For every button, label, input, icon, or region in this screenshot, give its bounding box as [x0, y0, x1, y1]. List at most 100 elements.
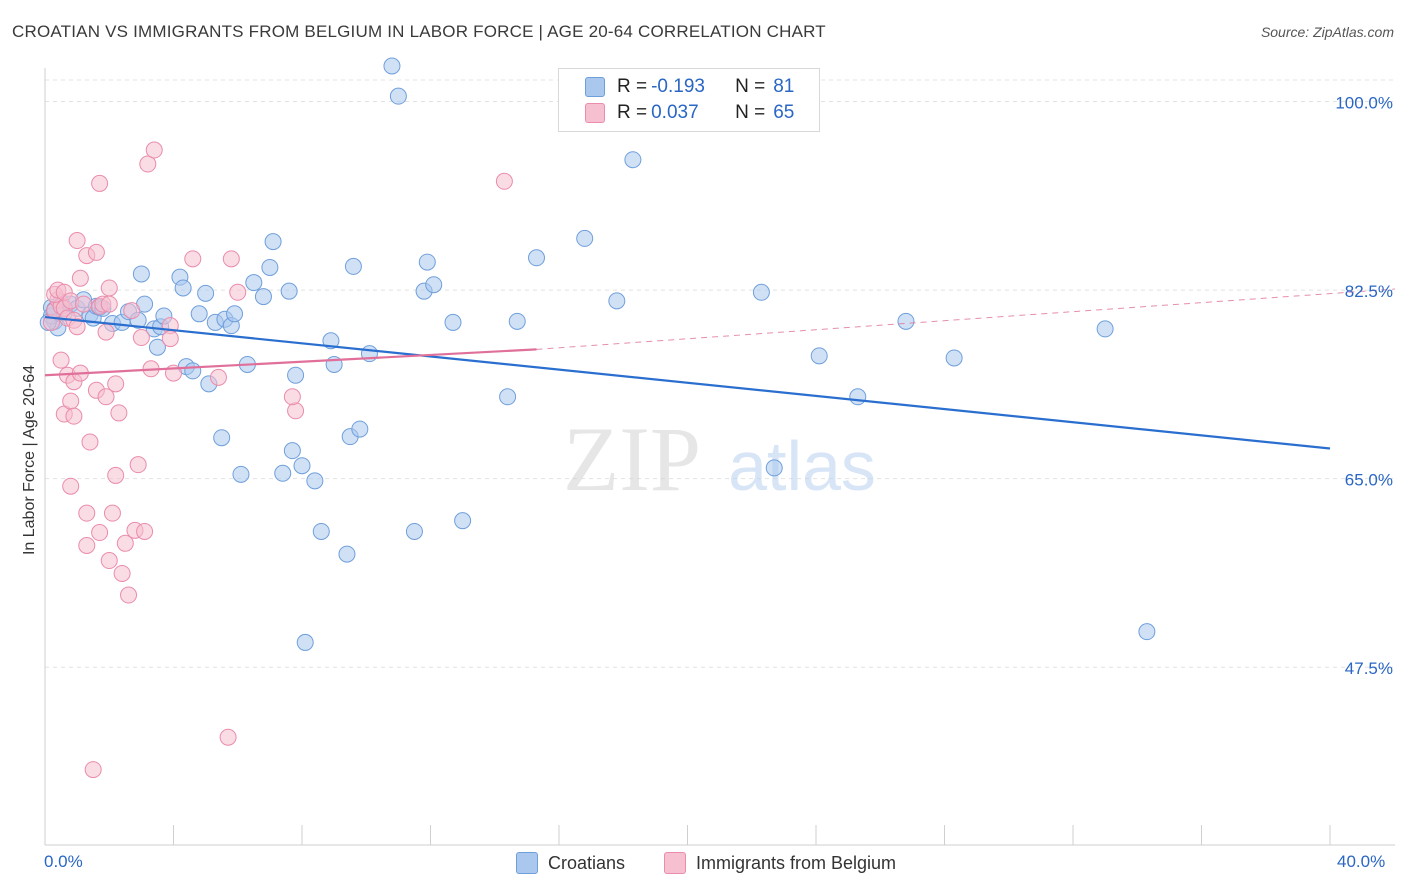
point-croatians [389, 87, 407, 105]
y-tick-label: 100.0% [1335, 94, 1393, 113]
point-croatians [945, 349, 963, 367]
point-belgium [68, 232, 86, 250]
point-belgium [100, 552, 118, 570]
point-belgium [62, 392, 80, 410]
point-belgium [161, 330, 179, 348]
point-croatians [344, 257, 362, 275]
point-belgium [71, 269, 89, 287]
point-croatians [274, 464, 292, 482]
point-croatians [508, 312, 526, 330]
point-belgium [78, 536, 96, 554]
y-tick-label: 47.5% [1345, 659, 1393, 678]
point-belgium [107, 375, 125, 393]
point-belgium [103, 504, 121, 522]
point-belgium [68, 318, 86, 336]
legend-swatch-croatians [585, 77, 605, 97]
point-croatians [213, 429, 231, 447]
point-belgium [84, 761, 102, 779]
chart-title: CROATIAN VS IMMIGRANTS FROM BELGIUM IN L… [12, 22, 826, 41]
point-belgium [139, 155, 157, 173]
point-belgium [113, 564, 131, 582]
x-tick-label-max: 40.0% [1337, 852, 1386, 871]
point-croatians [184, 362, 202, 380]
stats-legend: R = -0.193 N = 81 R = 0.037 N = 65 [558, 68, 820, 132]
point-croatians [425, 276, 443, 294]
trend-line-belgium [44, 348, 537, 377]
legend-n-label: N = [735, 102, 766, 123]
point-croatians [454, 512, 472, 530]
point-croatians [296, 633, 314, 651]
point-belgium [78, 504, 96, 522]
series-croatians-points [39, 57, 1156, 651]
point-croatians [306, 472, 324, 490]
x-tick-label-min: 0.0% [44, 852, 83, 871]
point-croatians [752, 283, 770, 301]
point-belgium [97, 388, 115, 406]
point-croatians [499, 388, 517, 406]
point-croatians [254, 288, 272, 306]
point-belgium [184, 250, 202, 268]
legend-swatch-belgium [585, 103, 605, 123]
point-belgium [100, 279, 118, 297]
point-croatians [232, 465, 250, 483]
point-belgium [91, 174, 109, 192]
point-croatians [624, 151, 642, 169]
y-tick-label: 65.0% [1345, 471, 1393, 490]
point-croatians [261, 258, 279, 276]
bottom-legend: Croatians Immigrants from Belgium [0, 852, 1406, 876]
point-belgium [81, 433, 99, 451]
point-belgium [132, 329, 150, 347]
point-croatians [338, 545, 356, 563]
bottom-legend-swatch-belgium [664, 852, 686, 874]
legend-r-value-croatians: -0.193 [651, 76, 705, 97]
point-croatians [765, 459, 783, 477]
point-croatians [245, 274, 263, 292]
point-croatians [405, 522, 423, 540]
point-belgium [100, 295, 118, 313]
bottom-legend-swatch-croatians [516, 852, 538, 874]
legend-r-label: R = [617, 76, 648, 97]
legend-row-croatians: R = -0.193 N = 81 [585, 74, 794, 100]
point-belgium [116, 534, 134, 552]
source-label: Source: ZipAtlas.com [1260, 24, 1394, 40]
point-belgium [97, 323, 115, 341]
point-belgium [229, 283, 247, 301]
point-belgium [120, 586, 138, 604]
point-belgium [145, 141, 163, 159]
point-croatians [287, 366, 305, 384]
point-belgium [209, 368, 227, 386]
legend-n-value-belgium: 65 [773, 102, 795, 123]
point-croatians [444, 313, 462, 331]
point-belgium [107, 466, 125, 484]
series-belgium-points [42, 141, 513, 779]
point-croatians [351, 420, 369, 438]
legend-n-value-croatians: 81 [773, 76, 795, 97]
bottom-legend-belgium[interactable]: Immigrants from Belgium [664, 852, 896, 874]
point-croatians [132, 265, 150, 283]
point-croatians [264, 233, 282, 251]
point-croatians [1096, 320, 1114, 338]
point-belgium [62, 477, 80, 495]
trend-line-belgium-extension [536, 288, 1396, 350]
watermark-zip: ZIP [563, 408, 701, 510]
point-croatians [226, 305, 244, 323]
bottom-legend-label-belgium: Immigrants from Belgium [696, 852, 897, 873]
y-tick-labels: 100.0% 82.5% 65.0% 47.5% [1335, 94, 1393, 679]
point-belgium [222, 250, 240, 268]
point-croatians [849, 388, 867, 406]
point-croatians [280, 282, 298, 300]
grid-lines [45, 79, 1395, 668]
point-belgium [52, 351, 70, 369]
point-belgium [110, 404, 128, 422]
legend-row-belgium: R = 0.037 N = 65 [585, 100, 794, 126]
point-croatians [197, 284, 215, 302]
point-belgium [219, 728, 237, 746]
point-belgium [495, 172, 513, 190]
point-croatians [190, 305, 208, 323]
point-belgium [287, 402, 305, 420]
legend-r-label: R = [617, 102, 648, 123]
point-belgium [129, 456, 147, 474]
point-belgium [65, 407, 83, 425]
point-croatians [148, 338, 166, 356]
bottom-legend-croatians[interactable]: Croatians [516, 852, 625, 874]
